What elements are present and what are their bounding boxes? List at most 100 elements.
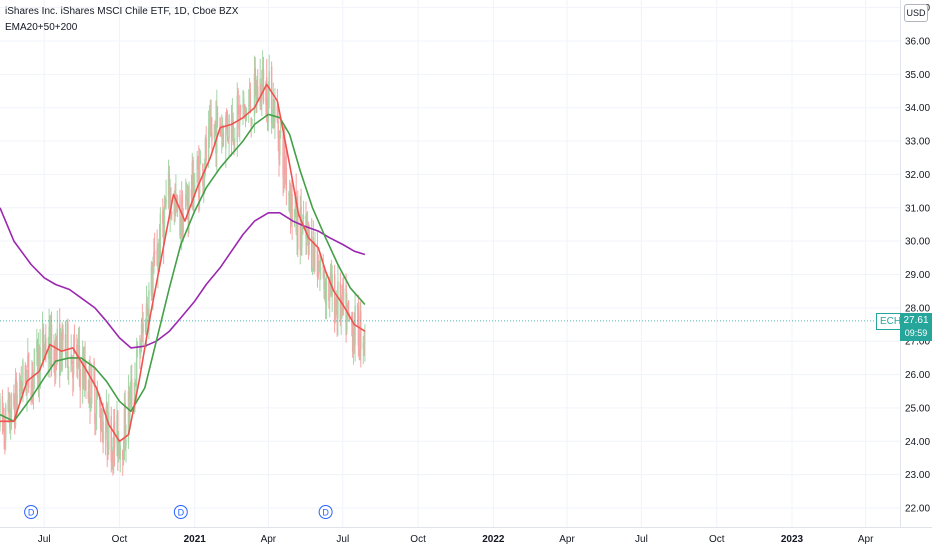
dividend-marker[interactable]: D (318, 505, 333, 519)
time-axis: Jul Oct 2021 Apr Jul Oct 2022 Apr Jul Oct 2023 Apr (38, 534, 874, 545)
candle-body (169, 194, 171, 216)
candle-body (21, 388, 23, 390)
dividend-marker[interactable]: D (24, 505, 39, 519)
candle-body (364, 342, 366, 344)
dividend-marker-label: D (178, 507, 185, 517)
candle-body (284, 168, 287, 171)
candle-body (207, 127, 210, 160)
candle-body (278, 132, 280, 160)
candle-body (81, 359, 84, 388)
candle-body (24, 365, 27, 384)
dividend-marker-circle (173, 505, 188, 519)
price-tick-label: 25.00 (905, 403, 930, 414)
candle-body (47, 356, 49, 358)
candle-body (302, 216, 305, 219)
candle-body (291, 194, 293, 220)
candle-body (265, 82, 267, 106)
candle-body (192, 160, 194, 208)
candle-body (2, 416, 4, 419)
candle-body (127, 390, 130, 443)
candle-body (271, 121, 274, 124)
time-tick-label: Oct (410, 534, 426, 545)
candle-body (284, 140, 286, 174)
candle-body (67, 322, 69, 369)
candle-body (243, 104, 246, 109)
candle-body (14, 401, 16, 428)
candle-body (112, 452, 114, 464)
candle-body (122, 454, 125, 459)
candle-body (261, 67, 264, 84)
candle-body (204, 138, 207, 172)
time-tick-label: Oct (709, 534, 725, 545)
candle-body (237, 90, 239, 108)
price-tick-label: 23.00 (905, 470, 930, 481)
candle-body (117, 411, 119, 457)
price-tick-label: 32.00 (905, 170, 930, 181)
candle-body (60, 333, 63, 371)
candle-body (267, 88, 270, 122)
indicator-legend[interactable]: EMA20+50+200 (5, 22, 78, 33)
candle-body (251, 119, 253, 124)
ticker-label: ECH (876, 313, 906, 330)
candle-body (266, 77, 268, 118)
price-candles (0, 50, 366, 476)
candle-body (222, 132, 225, 146)
candle-body (100, 425, 103, 432)
candle-body (279, 132, 281, 156)
candle-body (255, 89, 257, 103)
candle-body (236, 95, 238, 143)
candle-body (210, 117, 212, 133)
candle-body (234, 138, 236, 140)
symbol-title[interactable]: iShares Inc. iShares MSCI Chile ETF, 1D,… (5, 6, 239, 17)
candle-body (99, 397, 101, 407)
price-axis: 22.00 23.00 24.00 25.00 26.00 27.00 28.00 29.00… (905, 3, 930, 514)
ema-line-ema20 (0, 83, 366, 443)
candle-body (209, 118, 211, 124)
candle-body (130, 380, 132, 389)
time-tick-label: Apr (261, 534, 277, 545)
candle-body (129, 392, 131, 413)
candle-body (77, 344, 80, 350)
last-price-value: 27.61 (903, 315, 929, 326)
candle-body (300, 206, 302, 241)
candle-body (250, 117, 252, 126)
currency-button[interactable]: USD (904, 4, 928, 22)
candle-body (77, 352, 79, 367)
candle-body (328, 280, 330, 301)
candle-body (1, 396, 4, 420)
candle-body (295, 192, 297, 232)
candle-body (239, 108, 241, 126)
candle-body (117, 441, 120, 455)
candle-body (108, 412, 110, 450)
dividend-marker-label: D (28, 507, 35, 517)
candle-body (216, 108, 218, 154)
dividend-marker-label: D (322, 507, 329, 517)
candle-body (0, 398, 1, 428)
candle-body (157, 260, 159, 271)
candle-body (106, 404, 108, 449)
candle-body (50, 324, 52, 364)
candle-body (4, 432, 6, 446)
candle-body (33, 348, 36, 371)
candle-body (316, 246, 319, 278)
candle-body (141, 322, 144, 331)
candle-body (311, 268, 314, 272)
candle-body (42, 328, 45, 353)
candle-body (13, 392, 15, 406)
time-tick-label: Jul (635, 534, 648, 545)
candle-body (15, 379, 18, 411)
candle-body (54, 338, 57, 380)
candle-body (203, 176, 205, 190)
time-tick-label: Jul (336, 534, 349, 545)
candle-body (329, 271, 332, 283)
dividend-marker[interactable]: D (173, 505, 188, 519)
candle-body (104, 431, 107, 440)
candle-body (362, 343, 364, 348)
candle-body (118, 441, 121, 458)
time-tick-label: 2021 (184, 534, 207, 545)
candle-body (342, 288, 345, 304)
candle-body (55, 336, 58, 356)
candle-body (90, 366, 93, 404)
